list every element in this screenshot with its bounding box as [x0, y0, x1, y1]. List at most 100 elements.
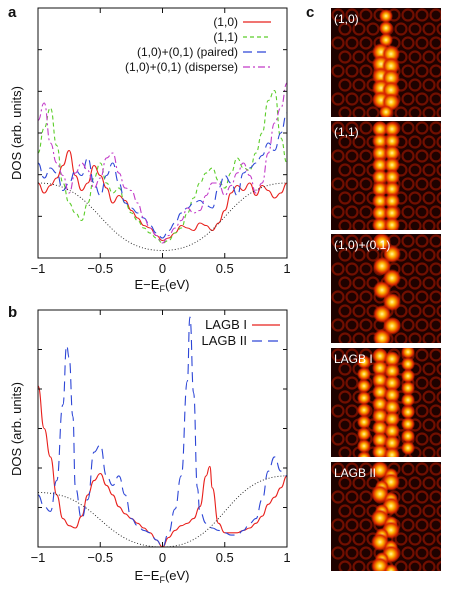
stm-lattice-ring — [415, 490, 429, 504]
stm-bright-spot — [372, 384, 388, 400]
stm-bright-spot — [401, 348, 415, 359]
stm-lattice-ring — [345, 177, 359, 191]
stm-lattice-ring — [408, 191, 422, 205]
stm-bright-spot — [357, 367, 371, 381]
stm-bright-spot — [401, 417, 415, 431]
stm-lattice-ring — [352, 560, 366, 571]
stm-lattice-ring — [331, 8, 345, 22]
panel-c-letter: c — [306, 4, 314, 21]
stm-bright-spot — [384, 181, 400, 197]
panel-a-letter: a — [8, 4, 17, 21]
stm-lattice-ring — [408, 106, 422, 117]
stm-lattice-ring — [436, 22, 441, 36]
stm-lattice-ring — [422, 135, 436, 149]
stm-image-0: (1,0) — [331, 8, 441, 117]
stm-bright-spot — [384, 133, 400, 149]
stm-lattice-ring — [436, 418, 441, 432]
stm-lattice-ring — [429, 234, 441, 248]
stm-bright-spot — [372, 205, 388, 221]
stm-lattice-ring — [352, 22, 366, 36]
stm-lattice-ring — [408, 332, 422, 343]
stm-bright-spot — [372, 133, 388, 149]
stm-bright-spot — [372, 408, 388, 424]
stm-bright-spot — [371, 557, 389, 571]
stm-lattice-ring — [429, 177, 441, 191]
stm-lattice-ring — [408, 50, 422, 64]
chart-a: −1 −0.5 0 0.5 1 DOS (arb. units) E−EF(eV) (1… — [9, 7, 291, 294]
stm-lattice-ring — [331, 36, 345, 50]
stm-lattice-ring — [345, 262, 359, 276]
stm-lattice-ring — [331, 376, 345, 390]
stm-lattice-ring — [338, 106, 352, 117]
stm-lattice-ring — [429, 462, 441, 476]
stm-lattice-ring — [422, 504, 436, 518]
stm-lattice-ring — [422, 22, 436, 36]
stm-bright-spot — [401, 405, 415, 419]
chart-a-legend-label: (1,0) — [213, 15, 238, 29]
stm-lattice-ring — [408, 276, 422, 290]
stm-lattice-ring — [345, 490, 359, 504]
stm-image-label: (1,1) — [334, 125, 359, 139]
chart-a-legend-label: (1,0)+(0,1) (paired) — [137, 45, 238, 59]
stm-lattice-ring — [345, 64, 359, 78]
stm-lattice-ring — [359, 92, 373, 106]
stm-bright-spot — [372, 432, 388, 448]
stm-lattice-ring — [338, 332, 352, 343]
stm-lattice-ring — [408, 532, 422, 546]
stm-lattice-ring — [436, 106, 441, 117]
stm-lattice-ring — [436, 163, 441, 177]
chart-a-series-line-4 — [37, 182, 288, 251]
stm-lattice-ring — [338, 560, 352, 571]
stm-bright-spot — [383, 269, 401, 287]
stm-bright-spot — [373, 234, 391, 251]
stm-bright-spot — [357, 379, 371, 393]
stm-lattice-ring — [331, 121, 345, 135]
stm-bright-spot — [401, 369, 415, 383]
stm-lattice-ring — [366, 22, 380, 36]
stm-bright-spot — [383, 293, 401, 311]
stm-lattice-ring — [436, 219, 441, 230]
stm-lattice-ring — [401, 518, 415, 532]
stm-lattice-ring — [422, 362, 436, 376]
stm-lattice-ring — [359, 121, 373, 135]
stm-lattice-ring — [415, 36, 429, 50]
stm-lattice-ring — [331, 462, 345, 476]
stm-lattice-ring — [345, 149, 359, 163]
stm-lattice-ring — [345, 348, 359, 362]
stm-lattice-ring — [401, 234, 415, 248]
stm-bright-spot — [373, 281, 391, 299]
stm-lattice-ring — [415, 404, 429, 418]
stm-lattice-ring — [401, 121, 415, 135]
stm-lattice-ring — [352, 248, 366, 262]
stm-lattice-ring — [338, 418, 352, 432]
stm-lattice-ring — [415, 234, 429, 248]
stm-lattice-ring — [331, 348, 345, 362]
chart-a-ticks: −1 −0.5 0 0.5 1 — [31, 8, 291, 276]
stm-image-label: LAGB I — [334, 352, 373, 366]
stm-lattice-ring — [359, 290, 373, 304]
stm-lattice-ring — [345, 318, 359, 332]
stm-lattice-ring — [429, 432, 441, 446]
stm-lattice-ring — [422, 560, 436, 571]
stm-lattice-ring — [429, 404, 441, 418]
stm-lattice-ring — [401, 205, 415, 219]
stm-lattice-ring — [345, 8, 359, 22]
stm-lattice-ring — [359, 149, 373, 163]
stm-bright-spot — [384, 205, 400, 221]
stm-lattice-ring — [394, 332, 408, 343]
stm-lattice-ring — [331, 262, 345, 276]
stm-bright-spot — [383, 245, 401, 263]
stm-lattice-ring — [429, 36, 441, 50]
stm-lattice-ring — [415, 376, 429, 390]
stm-lattice-ring — [352, 304, 366, 318]
stm-lattice-ring — [408, 304, 422, 318]
stm-lattice-ring — [415, 462, 429, 476]
stm-lattice-ring — [331, 205, 345, 219]
stm-bright-spot — [357, 451, 371, 457]
stm-lattice-ring — [401, 64, 415, 78]
stm-lattice-ring — [345, 234, 359, 248]
chart-a-legend-label: (1,1) — [213, 30, 238, 44]
stm-lattice-ring — [422, 78, 436, 92]
stm-lattice-ring — [422, 390, 436, 404]
stm-lattice-ring — [359, 318, 373, 332]
